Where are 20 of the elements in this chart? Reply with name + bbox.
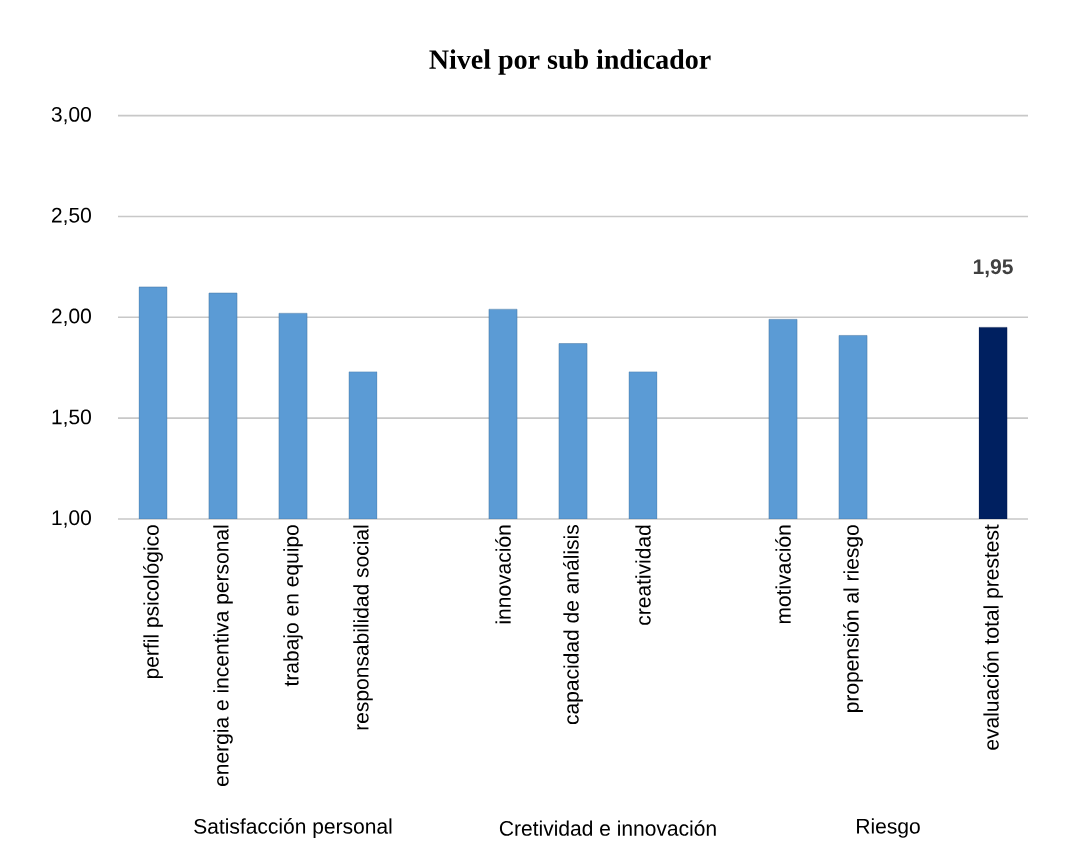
data-label: 1,95 [973, 259, 1013, 278]
y-tick-label: 2,50 [51, 207, 91, 226]
x-tick-label: creatividad [635, 525, 651, 625]
x-tick-label: evaluación total prestest [983, 524, 1003, 750]
text: Riesgo [857, 818, 920, 838]
y-tick-label: 1,50 [52, 409, 91, 427]
x-tick-label: capacidad de análisis [563, 525, 583, 725]
x-tick-label: trabajo en equipo [283, 525, 303, 687]
y-tick-label: 1,00 [52, 510, 91, 528]
chart-title: Nivel por sub indicador [429, 49, 711, 75]
x-tick-label: propensión al riesgo [843, 525, 863, 712]
x-tick-label: energia e incentiva personal [213, 525, 233, 786]
x-tick-label: perfil psicológico [143, 525, 163, 679]
text: Cretividad e innovación [499, 820, 716, 836]
x-tick-label: responsabilidad social [353, 525, 373, 730]
x-tick-label: motivación [775, 525, 791, 624]
y-tick-label: 2,00 [51, 308, 91, 326]
y-tick-label: 3,00 [51, 106, 91, 125]
text: Satisfacción personal [194, 818, 392, 838]
x-tick-label: innovación [495, 525, 511, 624]
